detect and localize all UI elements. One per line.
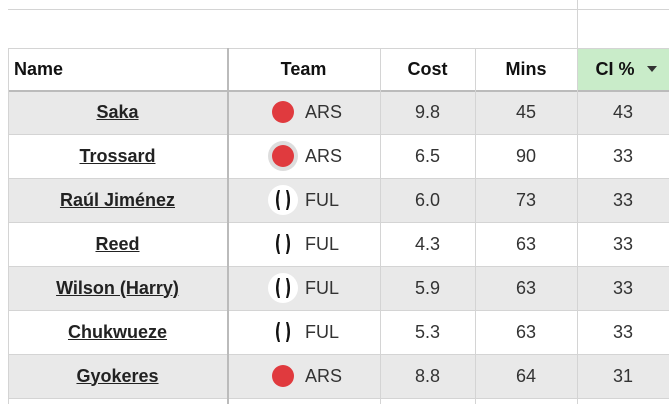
team-cell: FUL [227, 178, 380, 222]
table-row: Reed FUL 4.3 63 33 [8, 222, 669, 266]
grid-line [8, 222, 669, 223]
table-cell: 5.9 [414, 277, 441, 298]
team-badge [268, 273, 298, 303]
grid-line [8, 48, 669, 49]
table-cell: 6.5 [414, 145, 441, 166]
table-cell: 9.8 [414, 101, 441, 122]
table-cell: 63 [515, 233, 537, 254]
grid-line [380, 48, 381, 404]
table-row: Trossard ARS 6.5 90 33 [8, 134, 669, 178]
column-header: Name [14, 58, 64, 79]
table-cell: 4.3 [414, 233, 441, 254]
team-code: FUL [305, 233, 340, 254]
player-name[interactable]: Wilson (Harry) [56, 277, 179, 298]
grid-line [475, 48, 476, 404]
team-badge [276, 321, 290, 343]
table-cell: 31 [612, 365, 634, 386]
table-cell: 63 [515, 321, 537, 342]
grid-line [8, 9, 669, 10]
table-cell: 90 [515, 145, 537, 166]
sort-arrow[interactable] [647, 66, 657, 72]
team-badge [272, 101, 294, 123]
column-header: Mins [505, 58, 547, 79]
table-cell: 33 [612, 145, 634, 166]
table-cell: 73 [515, 189, 537, 210]
table-row: Saka ARS 9.8 45 43 [8, 90, 669, 134]
table-cell: 33 [612, 321, 634, 342]
team-code: FUL [305, 321, 340, 342]
team-cell: ARS [227, 134, 380, 178]
player-name[interactable]: Reed [95, 233, 140, 254]
grid-line [577, 0, 578, 48]
grid-line [577, 48, 578, 404]
table-row: Raúl Jiménez FUL 6.0 73 33 [8, 178, 669, 222]
team-badge [268, 185, 298, 215]
table-cell: 63 [515, 277, 537, 298]
grid-line [8, 266, 669, 267]
grid-line [8, 354, 669, 355]
table-row: Chukwueze FUL 5.3 63 33 [8, 310, 669, 354]
grid-line [8, 90, 669, 92]
team-cell: ARS [227, 354, 380, 398]
grid-line [8, 48, 9, 404]
team-code: FUL [305, 189, 340, 210]
table-cell: 5.3 [414, 321, 441, 342]
team-badge [276, 233, 290, 255]
grid-line [227, 48, 229, 404]
player-name[interactable]: Gyokeres [76, 365, 159, 386]
table-cell: 33 [612, 189, 634, 210]
team-cell: ARS [227, 90, 380, 134]
grid-line [8, 398, 669, 399]
table-cell: 64 [515, 365, 537, 386]
grid-line [8, 310, 669, 311]
table-cell: 43 [612, 101, 634, 122]
grid-line [8, 178, 669, 179]
header-row: CI % Mins Cost Team Name [8, 48, 669, 90]
team-cell: FUL [227, 222, 380, 266]
team-cell: FUL [227, 310, 380, 354]
table-row: Wilson (Harry) FUL 5.9 63 33 [8, 266, 669, 310]
table-row: Gyokeres ARS 8.8 64 31 [8, 354, 669, 398]
table-cell: 33 [612, 277, 634, 298]
table-cell: 6.0 [414, 189, 441, 210]
table-cell: 45 [515, 101, 537, 122]
team-cell: FUL [227, 266, 380, 310]
team-code: FUL [305, 277, 340, 298]
team-code: ARS [305, 145, 343, 166]
team-code: ARS [305, 365, 343, 386]
player-name[interactable]: Saka [96, 101, 139, 122]
team-badge [268, 141, 298, 171]
player-name[interactable]: Chukwueze [67, 321, 168, 342]
team-code: ARS [305, 101, 343, 122]
team-badge [272, 365, 294, 387]
column-header: Cost [407, 58, 448, 79]
table-cell: 33 [612, 233, 634, 254]
player-name[interactable]: Raúl Jiménez [59, 189, 176, 210]
table-cell: 8.8 [414, 365, 441, 386]
grid-line [8, 134, 669, 135]
player-name[interactable]: Trossard [79, 145, 156, 166]
column-header: Team [280, 58, 327, 79]
